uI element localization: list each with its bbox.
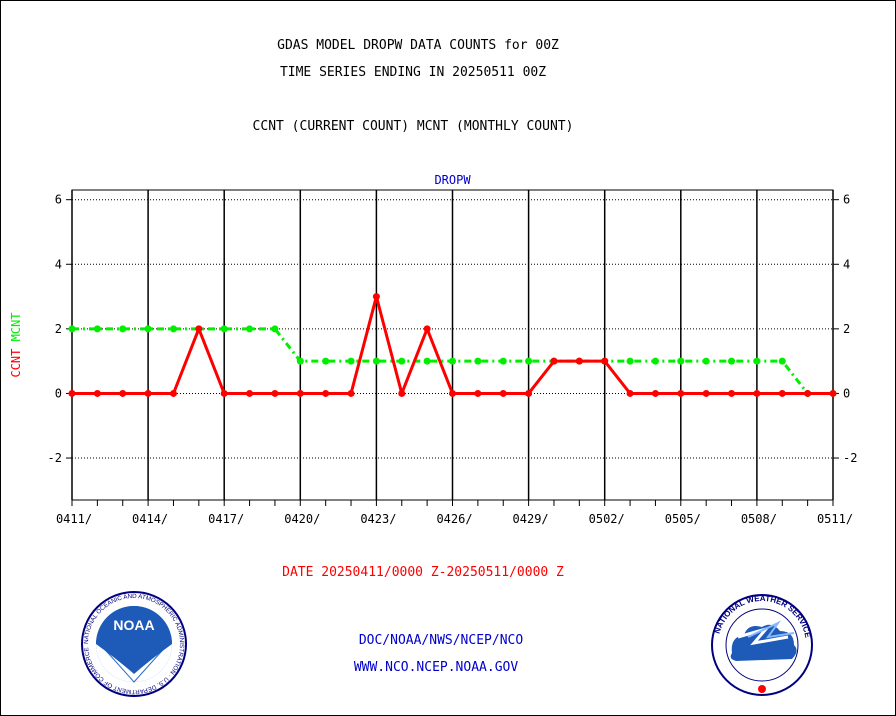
data-point-ccnt: [575, 357, 583, 365]
x-tick-label: 0505/: [665, 512, 701, 526]
data-point-ccnt: [829, 389, 837, 397]
data-point-ccnt: [702, 389, 710, 397]
data-point-ccnt: [753, 389, 761, 397]
data-point-mcnt: [372, 357, 380, 365]
y-tick-label-left: 4: [55, 257, 62, 271]
noaa-logo-text: NOAA: [113, 617, 154, 633]
x-tick-label: 0511/: [817, 512, 853, 526]
data-point-ccnt: [474, 389, 482, 397]
chart-title-line1: GDAS MODEL DROPW DATA COUNTS for 00Z: [277, 38, 559, 53]
data-point-mcnt: [651, 357, 659, 365]
x-tick-label: 0414/: [132, 512, 168, 526]
data-point-ccnt: [525, 389, 533, 397]
data-point-mcnt: [220, 325, 228, 333]
data-point-ccnt: [195, 325, 203, 333]
chart-title-line3: CCNT (CURRENT COUNT) MCNT (MONTHLY COUNT…: [252, 119, 574, 134]
data-point-mcnt: [322, 357, 330, 365]
data-point-ccnt: [449, 389, 456, 397]
data-point-ccnt: [423, 325, 431, 333]
y-tick-label-left: -2: [48, 451, 62, 465]
x-tick-label: 0411/: [56, 512, 92, 526]
data-point-ccnt: [778, 389, 786, 397]
data-point-mcnt: [271, 325, 279, 333]
data-point-mcnt: [525, 357, 533, 365]
data-point-ccnt: [372, 293, 380, 301]
data-point-ccnt: [322, 389, 330, 397]
data-point-mcnt: [626, 357, 634, 365]
data-point-mcnt: [144, 325, 152, 333]
noaa-logo: NOAA NATIONAL OCEANIC AND ATMOSPHERIC AD…: [81, 591, 187, 697]
data-point-ccnt: [246, 389, 254, 397]
x-tick-label: 0502/: [589, 512, 625, 526]
panel-title: DROPW: [434, 173, 471, 187]
data-point-mcnt: [753, 357, 761, 365]
y-axis-label: CCNT MCNT: [9, 312, 23, 377]
data-point-mcnt: [677, 357, 685, 365]
y-tick-label-right: 2: [843, 322, 850, 336]
x-tick-label: 0426/: [436, 512, 472, 526]
org-path-label: DOC/NOAA/NWS/NCEP/NCO: [358, 633, 524, 648]
x-tick-label: 0420/: [284, 512, 320, 526]
data-point-ccnt: [271, 389, 279, 397]
x-tick-label: 0429/: [513, 512, 549, 526]
date-range-label: DATE 20250411/0000 Z-20250511/0000 Z: [282, 565, 564, 580]
y-tick-label-right: -2: [843, 451, 857, 465]
data-point-ccnt: [144, 389, 152, 397]
data-point-ccnt: [119, 389, 127, 397]
data-point-mcnt: [499, 357, 507, 365]
website-label: WWW.NCO.NCEP.NOAA.GOV: [353, 660, 519, 675]
data-point-mcnt: [246, 325, 254, 333]
data-point-mcnt: [449, 357, 456, 365]
data-point-mcnt: [702, 357, 710, 365]
data-point-ccnt: [728, 389, 736, 397]
data-point-mcnt: [68, 325, 76, 333]
y-tick-label-right: 4: [843, 257, 850, 271]
data-point-ccnt: [499, 389, 507, 397]
x-tick-label: 0423/: [360, 512, 396, 526]
data-point-mcnt: [423, 357, 431, 365]
data-point-mcnt: [728, 357, 736, 365]
data-point-ccnt: [347, 389, 355, 397]
chart-title-line2: TIME SERIES ENDING IN 20250511 00Z: [279, 65, 547, 80]
x-tick-label: 0508/: [741, 512, 777, 526]
data-point-ccnt: [398, 389, 406, 397]
y-tick-label-left: 0: [55, 386, 62, 400]
data-point-mcnt: [778, 357, 786, 365]
y-tick-label-left: 2: [55, 322, 62, 336]
data-point-ccnt: [220, 389, 228, 397]
data-point-mcnt: [347, 357, 355, 365]
data-point-mcnt: [169, 325, 177, 333]
data-point-mcnt: [398, 357, 406, 365]
y-tick-label-left: 6: [55, 193, 62, 207]
data-point-mcnt: [119, 325, 127, 333]
data-point-ccnt: [169, 389, 177, 397]
data-point-mcnt: [93, 325, 101, 333]
data-point-ccnt: [601, 357, 609, 365]
national-weather-service-logo: NATIONAL WEATHER SERVICE: [711, 594, 813, 696]
data-point-mcnt: [296, 357, 304, 365]
y-tick-label-right: 6: [843, 193, 850, 207]
data-point-ccnt: [626, 389, 634, 397]
data-point-ccnt: [677, 389, 685, 397]
y-axis-label-ccnt: CCNT: [9, 349, 23, 378]
data-point-ccnt: [296, 389, 304, 397]
y-tick-label-right: 0: [843, 386, 850, 400]
data-point-ccnt: [68, 389, 76, 397]
y-axis-label-mcnt: MCNT: [9, 312, 23, 348]
data-point-ccnt: [804, 389, 812, 397]
data-point-ccnt: [550, 357, 558, 365]
data-point-ccnt: [651, 389, 659, 397]
data-point-ccnt: [93, 389, 101, 397]
data-point-mcnt: [474, 357, 482, 365]
x-tick-label: 0417/: [208, 512, 244, 526]
